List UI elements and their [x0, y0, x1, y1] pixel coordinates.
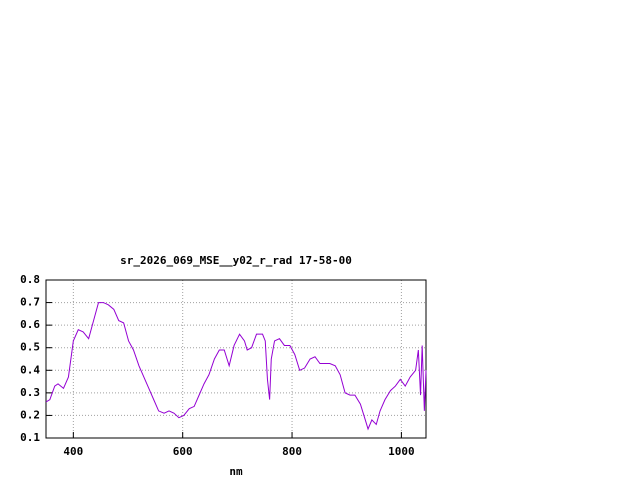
- x-tick-label: 1000: [388, 445, 415, 458]
- y-tick-label: 0.8: [20, 273, 40, 286]
- plot-frame: [45, 279, 427, 439]
- x-axis-label: nm: [229, 465, 243, 478]
- y-tick-label: 0.6: [20, 318, 40, 331]
- chart-title: sr_2026_069_MSE__y02_r_rad 17-58-00: [120, 254, 352, 267]
- y-tick-label: 0.2: [20, 408, 40, 421]
- y-tick-label: 0.4: [20, 363, 40, 376]
- x-tick-label: 600: [173, 445, 193, 458]
- x-tick-label: 800: [282, 445, 302, 458]
- data-line: [45, 302, 427, 431]
- y-tick-label: 0.5: [20, 341, 40, 354]
- y-tick-label: 0.1: [20, 431, 40, 444]
- y-tick-label: 0.3: [20, 386, 40, 399]
- x-tick-label: 400: [63, 445, 83, 458]
- y-tick-label: 0.7: [20, 296, 40, 309]
